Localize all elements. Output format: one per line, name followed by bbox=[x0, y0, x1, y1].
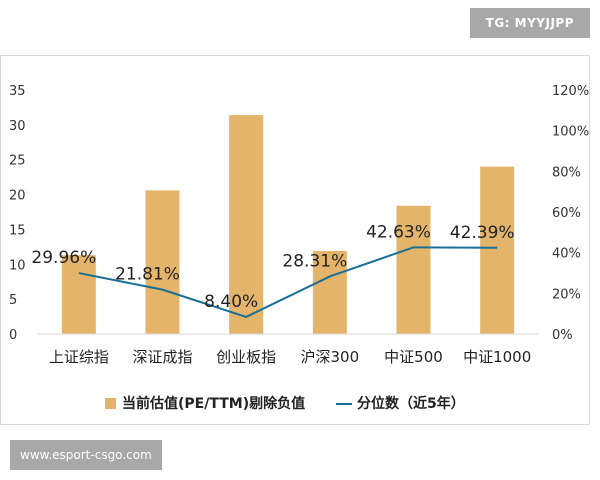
watermark-tg-badge: TG: MYYJJPP bbox=[469, 8, 590, 38]
legend-bar-label: 当前估值(PE/TTM)剔除负值 bbox=[122, 395, 305, 412]
percentile-data-label: 42.39% bbox=[450, 223, 515, 243]
percentile-data-label: 42.63% bbox=[366, 222, 431, 242]
legend-bar-swatch bbox=[105, 398, 116, 409]
left-axis-tick-label: 15 bbox=[9, 223, 26, 238]
percentile-data-label: 28.31% bbox=[282, 251, 347, 271]
right-axis-tick-label: 120% bbox=[552, 84, 589, 99]
right-axis-tick-label: 100% bbox=[552, 125, 589, 140]
category-label: 上证综指 bbox=[49, 348, 109, 366]
legend: 当前估值(PE/TTM)剔除负值 分位数（近5年） bbox=[105, 395, 465, 412]
category-labels: 上证综指 深证成指 创业板指 沪深300 中证500 中证1000 bbox=[49, 348, 531, 366]
percentile-labels: 29.96% 21.81% 8.40% 28.31% 42.63% 42.39% bbox=[31, 222, 514, 312]
right-axis-tick-label: 0% bbox=[552, 328, 573, 343]
right-axis-tick-label: 80% bbox=[552, 165, 581, 180]
left-axis-ticks: 0 5 10 15 20 25 30 35 bbox=[9, 84, 26, 343]
category-label: 沪深300 bbox=[301, 348, 360, 366]
percentile-line bbox=[78, 246, 498, 318]
chart-card: 0 5 10 15 20 25 30 35 0% 20% 40% 60% 80% 100% 120% 上证… bbox=[0, 55, 590, 425]
category-label: 中证500 bbox=[384, 348, 443, 366]
percentile-data-label: 29.96% bbox=[31, 248, 96, 268]
legend-line-label: 分位数（近5年） bbox=[357, 395, 465, 412]
right-axis-tick-label: 60% bbox=[552, 206, 581, 221]
right-axis-tick-label: 20% bbox=[552, 287, 581, 302]
left-axis-tick-label: 30 bbox=[9, 119, 26, 134]
watermark-site-badge: www.esport-csgo.com bbox=[10, 440, 162, 470]
percentile-data-label: 8.40% bbox=[204, 292, 258, 312]
bar-3 bbox=[229, 115, 264, 334]
left-axis-tick-label: 5 bbox=[9, 293, 17, 308]
bar-2 bbox=[145, 190, 180, 334]
left-axis-tick-label: 0 bbox=[9, 328, 17, 343]
bar-4 bbox=[312, 251, 347, 334]
combo-chart: 0 5 10 15 20 25 30 35 0% 20% 40% 60% 80% 100% 120% 上证… bbox=[9, 84, 589, 412]
left-axis-tick-label: 35 bbox=[9, 84, 26, 99]
category-label: 深证成指 bbox=[132, 348, 192, 366]
bar-6 bbox=[480, 166, 515, 334]
left-axis-tick-label: 25 bbox=[9, 154, 26, 169]
category-label: 创业板指 bbox=[216, 348, 276, 366]
left-axis-tick-label: 10 bbox=[9, 258, 26, 273]
right-axis-tick-label: 40% bbox=[552, 247, 581, 262]
right-axis-ticks: 0% 20% 40% 60% 80% 100% 120% bbox=[552, 84, 589, 343]
bar-1 bbox=[61, 255, 96, 334]
left-axis-tick-label: 20 bbox=[9, 189, 26, 204]
percentile-data-label: 21.81% bbox=[115, 265, 180, 285]
category-label: 中证1000 bbox=[463, 348, 531, 366]
bar-5 bbox=[396, 205, 431, 334]
bar-series bbox=[61, 115, 515, 334]
